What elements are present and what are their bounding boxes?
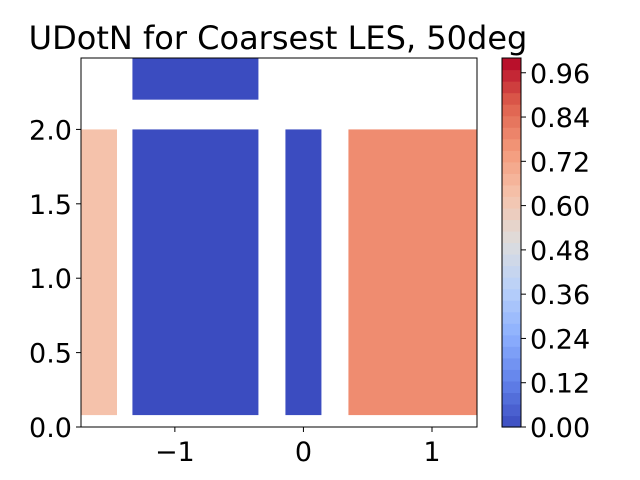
- y-tick-label: 0.0: [29, 413, 72, 444]
- colorbar-band: [502, 300, 521, 313]
- colorbar-tick-label: 0.48: [530, 236, 590, 267]
- colorbar-band: [502, 415, 521, 428]
- contour-patch-5: [348, 129, 477, 416]
- y-tick-label: 0.5: [29, 339, 72, 370]
- colorbar-band: [502, 150, 521, 163]
- colorbar-frame: [501, 57, 522, 428]
- colorbar-tick-label: 0.72: [530, 147, 590, 178]
- colorbar-band: [502, 161, 521, 174]
- colorbar-band: [502, 81, 521, 94]
- contour-patch-1: [81, 129, 117, 416]
- x-tick-label: 1: [423, 437, 440, 468]
- colorbar-band: [502, 392, 521, 405]
- colorbar-band: [502, 288, 521, 301]
- y-tick-label: 1.0: [29, 264, 72, 295]
- colorbar-band: [502, 323, 521, 336]
- contour-patch-2: [132, 129, 259, 416]
- colorbar-band: [502, 138, 521, 151]
- colorbar-band: [502, 380, 521, 394]
- colorbar-tick-label: 0.00: [530, 413, 590, 444]
- colorbar-tick-label: 0.36: [530, 280, 590, 311]
- colorbar: 0.00 0.12 0.24 0.36 0.48 0.60 0.72 0.84 0.96: [501, 57, 590, 444]
- colorbar-band: [502, 104, 521, 117]
- colorbar-band: [502, 184, 521, 197]
- colorbar-band: [502, 265, 521, 278]
- colorbar-band: [502, 403, 521, 417]
- y-tick-label: 1.5: [29, 190, 72, 221]
- colorbar-band: [502, 173, 521, 186]
- plot-area: −1 0 1 0.0 0.5 1.0 1.5 2.0: [29, 57, 478, 468]
- chart-title: UDotN for Coarsest LES, 50deg: [29, 19, 528, 57]
- colorbar-band: [502, 369, 521, 382]
- colorbar-tick-label: 0.60: [530, 192, 590, 223]
- colorbar-tick-label: 0.84: [530, 103, 590, 134]
- colorbar-band: [502, 207, 521, 221]
- x-tick-label: −1: [155, 437, 195, 468]
- colorbar-tick-label: 0.96: [530, 59, 590, 90]
- colorbar-band: [502, 92, 521, 105]
- colorbar-band: [502, 346, 521, 359]
- colorbar-band: [502, 230, 521, 244]
- colorbar-band: [502, 115, 521, 128]
- contour-patch-4: [285, 129, 322, 416]
- y-tick-label: 2.0: [29, 115, 72, 146]
- x-tick-label: 0: [295, 437, 312, 468]
- colorbar-band: [502, 357, 521, 370]
- colorbar-tick-label: 0.12: [530, 369, 590, 400]
- colorbar-band: [502, 196, 521, 209]
- colorbar-band: [502, 127, 521, 140]
- colorbar-tick-label: 0.24: [530, 324, 590, 355]
- colorbar-band: [502, 254, 521, 267]
- colorbar-band: [502, 219, 521, 232]
- colorbar-band: [502, 277, 521, 290]
- plot-frame: [80, 57, 478, 428]
- contour-patch-3: [132, 58, 259, 100]
- colorbar-band: [502, 69, 521, 82]
- colorbar-band: [502, 311, 521, 324]
- colorbar-band: [502, 242, 521, 255]
- colorbar-band: [502, 58, 521, 71]
- colorbar-band: [502, 334, 521, 347]
